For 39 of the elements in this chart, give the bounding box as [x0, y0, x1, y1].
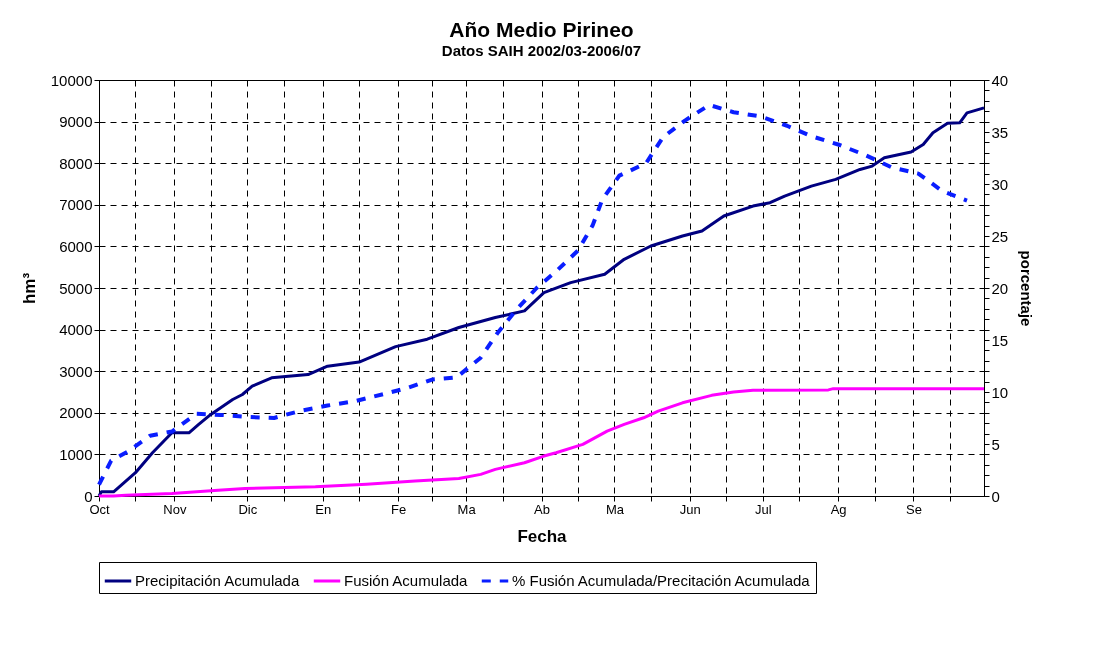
y2-tick-label: 5 [991, 435, 1000, 453]
x-axis-title: Fecha [517, 526, 568, 546]
y2-tick-label: 40 [991, 71, 1009, 89]
y-tick-label: 3000 [59, 362, 93, 380]
legend-label: % Fusión Acumulada/Precitación Acumulada [512, 572, 811, 589]
x-tick-label: Fe [390, 501, 407, 517]
y-tick-label: 8000 [59, 154, 93, 172]
x-tick-label: Ma [605, 501, 625, 517]
y-tick-label: 5000 [59, 279, 93, 297]
x-tick-label: Ag [830, 501, 847, 517]
y-tick-label: 9000 [59, 113, 93, 131]
legend-label: Fusión Acumulada [344, 572, 469, 589]
legend-label: Precipitación Acumulada [135, 572, 300, 589]
x-tick-label: Ma [457, 501, 477, 517]
line-series [97, 387, 986, 498]
y-axis-title: hm³ [19, 272, 39, 305]
y2-tick-label: 10 [991, 383, 1009, 401]
y-tick-label: 10000 [50, 71, 93, 89]
x-tick-label: Ab [534, 501, 550, 517]
x-tick-label: En [315, 501, 332, 517]
y-tick-label: 6000 [59, 237, 93, 255]
x-tick-label: Jul [754, 501, 772, 517]
y-tick-label: 2000 [59, 404, 93, 422]
chart-subtitle: Datos SAIH 2002/03-2006/07 [441, 42, 642, 59]
chart-title: Año Medio Pirineo [449, 18, 634, 41]
y2-tick-label: 0 [991, 487, 1000, 505]
y2-tick-label: 35 [991, 123, 1009, 141]
x-tick-label: Se [906, 501, 922, 517]
x-tick-label: Jun [679, 501, 701, 517]
y-tick-label: 4000 [59, 321, 93, 339]
y2-axis-title: porcentaje [1018, 250, 1036, 327]
y2-tick-label: 20 [991, 279, 1009, 297]
x-tick-label: Dic [238, 501, 258, 517]
y2-tick-label: 15 [991, 331, 1009, 349]
y2-tick-label: 25 [991, 227, 1009, 245]
y-tick-label: 7000 [59, 196, 93, 214]
y2-tick-label: 30 [991, 175, 1009, 193]
x-tick-label: Nov [163, 501, 187, 517]
y-tick-label: 1000 [59, 445, 93, 463]
